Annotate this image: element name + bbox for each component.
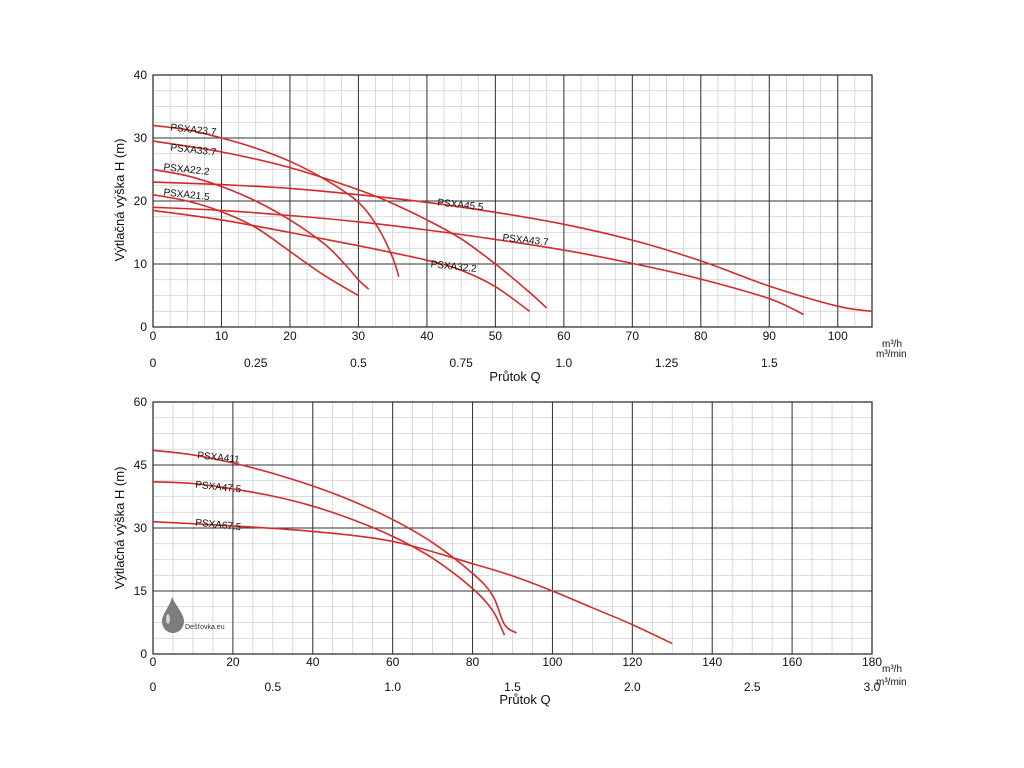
x-tick-label: 180: [862, 655, 882, 669]
x-tick-label: 140: [702, 655, 722, 669]
series-line-psxa21-5: [152, 193, 359, 297]
x2-unit-label: m³/min: [876, 349, 907, 360]
series-label: PSXA411: [197, 450, 241, 465]
series-label: PSXA21.5: [163, 187, 210, 203]
y-axis-title: Výtlačná výška H (m): [112, 139, 127, 262]
x-unit-label: m³/h: [882, 664, 902, 675]
x-tick-label: 0: [150, 329, 157, 343]
y-tick-label: 10: [134, 257, 148, 271]
x-unit-label: m³/h: [882, 339, 902, 350]
x-tick-label: 60: [557, 329, 571, 343]
series-line-psxa43-7: [152, 206, 804, 316]
y-tick-label: 30: [134, 131, 148, 145]
x-axis-title: Průtok Q: [499, 692, 550, 707]
series-line-psxa411: [152, 449, 517, 634]
x2-tick-label: 0.5: [264, 680, 281, 694]
series-line-psxa47-5: [152, 481, 506, 636]
plot-frame: [152, 401, 873, 655]
series-label: PSXA22.2: [163, 162, 210, 178]
y-tick-label: 20: [134, 194, 148, 208]
series-label: PSXA67.5: [195, 518, 242, 534]
x2-tick-label: 1.5: [504, 680, 521, 694]
series-line-psxa23-7: [152, 124, 400, 277]
x-tick-label: 100: [828, 329, 848, 343]
x2-tick-label: 0.5: [350, 356, 367, 370]
series-label: PSXA43.7: [502, 233, 549, 249]
series-label: PSXA33.7: [170, 143, 217, 159]
x2-tick-label: 0.75: [449, 356, 473, 370]
x-tick-label: 120: [622, 655, 642, 669]
y-axis-title: Výtlačná výška H (m): [112, 467, 127, 590]
x2-unit-label: m³/min: [876, 677, 907, 688]
chart-bottom: 0 15 30 45 60 0 20 40 60 80 100 120 140 160 180 0 0.5 1.0…: [112, 395, 907, 707]
x2-tick-label: 0: [150, 356, 157, 370]
x-tick-label: 40: [306, 655, 320, 669]
x2-tick-label: 1.0: [556, 356, 573, 370]
water-drop-highlight: [166, 614, 170, 624]
x-tick-label: 20: [283, 329, 297, 343]
x-tick-label: 80: [466, 655, 480, 669]
series-line-psxa22-2: [152, 168, 370, 290]
series-label: PSXA47.5: [195, 480, 242, 496]
x-axis-title: Průtok Q: [489, 369, 540, 384]
x-tick-label: 160: [782, 655, 802, 669]
x-tick-label: 100: [542, 655, 562, 669]
series-label: PSXA32.2: [430, 259, 477, 275]
x-tick-label: 90: [763, 329, 777, 343]
x-tick-label: 10: [215, 329, 229, 343]
x2-tick-label: 2.0: [624, 680, 641, 694]
chart-top: 0 10 20 30 40 0 10 20 30 40 50 60 70 80 90 100 0 0.25 0.5 0…: [112, 68, 907, 384]
x2-tick-label: 0.25: [244, 356, 268, 370]
watermark-text: Dešťovka.eu: [185, 624, 225, 631]
watermark: Dešťovka.eu: [162, 597, 225, 633]
x-tick-label: 60: [386, 655, 400, 669]
x-tick-label: 80: [694, 329, 708, 343]
x2-tick-label: 1.0: [384, 680, 401, 694]
series-label: PSXA23.7: [170, 122, 217, 138]
x-tick-label: 30: [352, 329, 366, 343]
plot-frame: [152, 74, 873, 328]
series-line-psxa32-2: [152, 209, 531, 312]
series-line-psxa45-5: [152, 181, 873, 313]
y-tick-label: 0: [140, 647, 147, 661]
x2-tick-label: 0: [150, 680, 157, 694]
y-tick-label: 15: [134, 584, 148, 598]
x-tick-label: 50: [489, 329, 503, 343]
x2-tick-label: 2.5: [744, 680, 761, 694]
y-tick-label: 0: [140, 320, 147, 334]
y-tick-label: 30: [134, 521, 148, 535]
series-line-psxa33-7: [152, 140, 548, 309]
y-tick-label: 60: [134, 395, 148, 409]
y-tick-label: 40: [134, 68, 148, 82]
x2-tick-label: 1.25: [655, 356, 679, 370]
x-tick-label: 0: [150, 655, 157, 669]
water-drop-icon: [162, 597, 184, 633]
x-tick-label: 20: [226, 655, 240, 669]
x-tick-label: 40: [420, 329, 434, 343]
x2-tick-label: 1.5: [761, 356, 778, 370]
x2-tick-label: 3.0: [864, 680, 881, 694]
series-label: PSXA45.5: [437, 197, 484, 213]
x-tick-label: 70: [626, 329, 640, 343]
y-tick-label: 45: [134, 458, 148, 472]
series-line-psxa67-5: [152, 520, 673, 645]
